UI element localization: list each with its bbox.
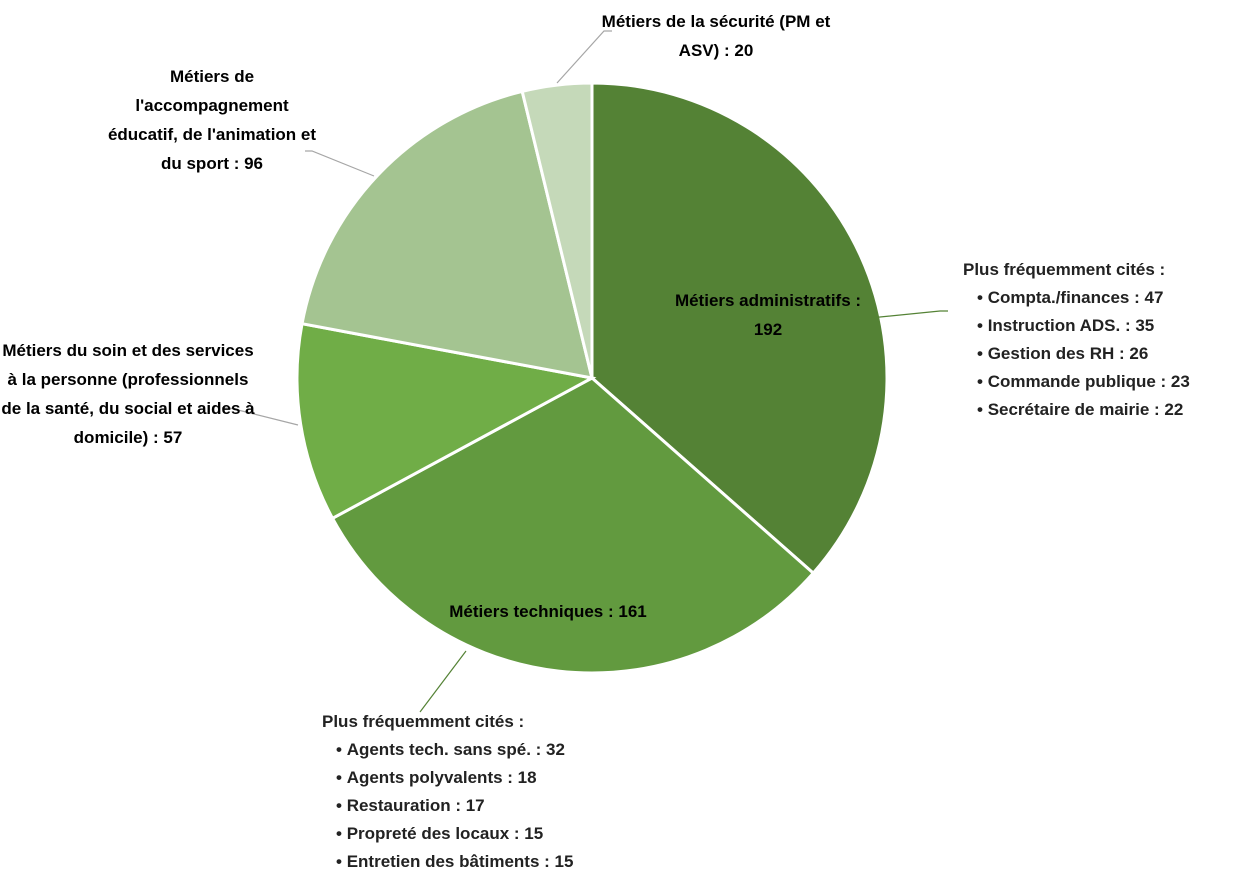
pie-slice (295, 321, 597, 521)
annotation: Plus fréquemment cités : Compta./finances… (963, 256, 1190, 424)
annotation-item: Entretien des bâtiments : 15 (336, 848, 574, 876)
slice-label: Métiers de l'accompagnement éducatif, de… (107, 67, 317, 173)
pie-slice (330, 376, 816, 675)
annotation-item: Commande publique : 23 (977, 368, 1190, 396)
annotation-item: Agents tech. sans spé. : 32 (336, 736, 573, 764)
annotation: Plus fréquemment cités : Agents tech. san… (322, 708, 573, 876)
annotation-title: Plus fréquemment cités : (963, 260, 1166, 279)
annotation-item: Propreté des locaux : 15 (336, 820, 573, 848)
annotation-list: Compta./finances : 47Instruction ADS. : … (963, 284, 1190, 424)
slice-label: Métiers administratifs : 192 (674, 291, 862, 339)
annotation-item: Restauration : 17 (336, 792, 573, 820)
leader-line (419, 650, 467, 713)
pie-slice (300, 89, 595, 380)
leader-line (556, 30, 612, 84)
slice-label: Métiers du soin et des services à la per… (1, 341, 255, 447)
leader-line (869, 310, 948, 319)
pie-slice (590, 81, 889, 576)
annotation-item: Agents polyvalents : 18 (336, 764, 573, 792)
annotation-item: Instruction ADS. : 35 (977, 312, 1190, 340)
slice-label: Métiers de la sécurité (PM et ASV) : 20 (601, 12, 831, 60)
annotation-item: Compta./finances : 47 (977, 284, 1190, 312)
leader-line (305, 150, 375, 177)
annotation-item: Gestion des RH : 26 (977, 340, 1190, 368)
annotation-list: Agents tech. sans spé. : 32Agents polyva… (322, 736, 574, 876)
pie-slice (520, 81, 594, 379)
annotation-title: Plus fréquemment cités : (322, 712, 525, 731)
slice-label: Métiers techniques : 161 (449, 602, 647, 621)
leader-line (222, 407, 299, 426)
annotation-item: Secrétaire de mairie : 22 (977, 396, 1190, 424)
leader-lines (222, 30, 948, 713)
